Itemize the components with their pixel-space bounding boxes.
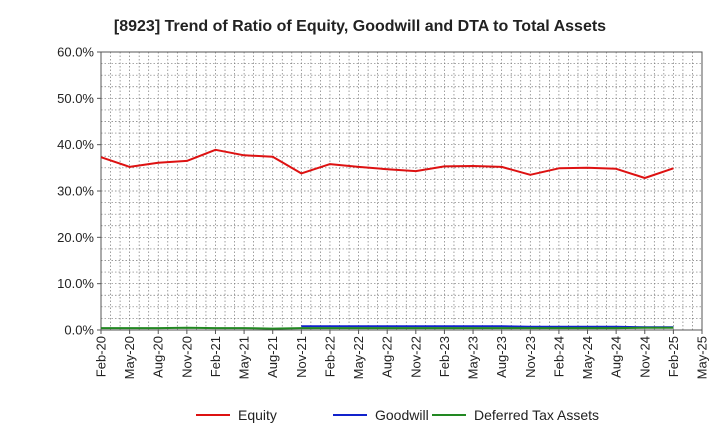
y-tick-label: 30.0% [57, 184, 94, 199]
x-tick-label: Nov-20 [179, 336, 194, 378]
y-tick-label: 0.0% [64, 323, 94, 338]
x-tick-label: Aug-20 [151, 336, 166, 378]
series-line-deferred-tax-assets [101, 326, 674, 330]
x-tick-label: Feb-25 [666, 336, 681, 377]
x-tick-label: Aug-23 [494, 336, 509, 378]
legend: Equity Goodwill Deferred Tax Assets [196, 407, 599, 423]
x-tick-label: May-20 [122, 336, 137, 379]
x-tick-label: May-25 [695, 336, 710, 379]
legend-label: Deferred Tax Assets [474, 407, 599, 423]
x-tick-label: Feb-20 [94, 336, 109, 377]
y-axis: 0.0% 10.0% 20.0% 30.0% 40.0% 50.0% 60.0% [57, 45, 101, 338]
x-tick-label: Nov-22 [408, 336, 423, 378]
chart-title: [8923] Trend of Ratio of Equity, Goodwil… [114, 18, 606, 35]
x-tick-label: Feb-24 [551, 336, 566, 377]
y-tick-label: 10.0% [57, 276, 94, 291]
y-tick-label: 40.0% [57, 137, 94, 152]
x-tick-label: Aug-21 [265, 336, 280, 378]
x-tick-label: Nov-23 [523, 336, 538, 378]
series-group [100, 148, 674, 330]
grid [100, 51, 702, 331]
x-tick-label: Aug-22 [380, 336, 395, 378]
x-tick-label: Nov-21 [294, 336, 309, 378]
x-tick-label: Feb-23 [437, 336, 452, 377]
x-tick-label: May-24 [580, 336, 595, 379]
plot-area-frame [100, 51, 703, 331]
x-tick-label: Nov-24 [637, 336, 652, 378]
x-tick-label: May-23 [466, 336, 481, 379]
series-line-goodwill [301, 325, 674, 329]
legend-label: Equity [238, 407, 277, 423]
x-tick-label: Feb-22 [322, 336, 337, 377]
x-tick-label: Aug-24 [609, 336, 624, 378]
x-tick-label: Feb-21 [208, 336, 223, 377]
x-tick-label: May-22 [351, 336, 366, 379]
y-tick-label: 60.0% [57, 45, 94, 60]
y-tick-label: 50.0% [57, 91, 94, 106]
x-axis: Feb-20 May-20 Aug-20 Nov-20 Feb-21 May-21 Aug-… [94, 330, 710, 379]
legend-label: Goodwill [375, 407, 429, 423]
x-tick-label: May-21 [237, 336, 252, 379]
y-tick-label: 20.0% [57, 230, 94, 245]
series-line-equity [100, 148, 674, 179]
